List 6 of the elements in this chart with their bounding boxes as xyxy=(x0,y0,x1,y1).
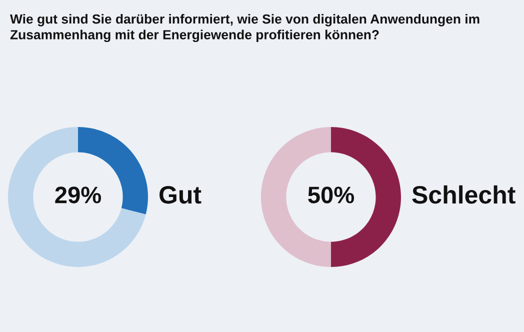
slice-label: Schlecht xyxy=(412,185,516,204)
donut-slice xyxy=(8,127,146,267)
text: Wie gut sind Sie darüber informiert, wie Sie von digitalen Anwendungen im Zusammenhang mit der Energiewende profitieren können? xyxy=(10,14,480,42)
data-label: 29% xyxy=(55,186,102,204)
data-label: 50% xyxy=(308,186,354,204)
slice-label: Gut xyxy=(160,186,202,204)
